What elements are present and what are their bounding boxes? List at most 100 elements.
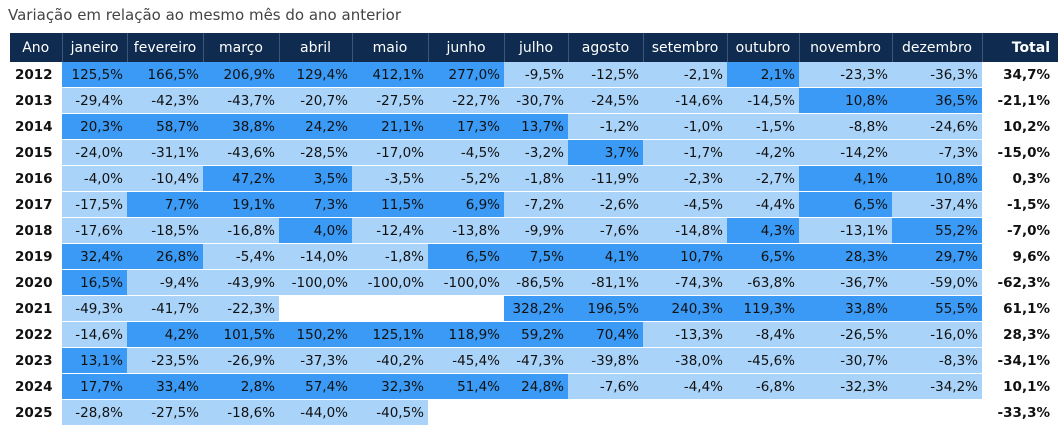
table-row: 2025 -28,8% -27,5% -18,6% -44,0% -40,5% -33,3% [10, 399, 1058, 426]
value-cell [428, 399, 504, 426]
value-cell: 3,7% [568, 139, 643, 166]
value-cell: 28,3% [799, 243, 892, 270]
value-cell: 118,9% [428, 321, 504, 348]
column-header-month[interactable]: julho [504, 33, 569, 62]
year-cell: 2017 [10, 191, 62, 218]
value-cell: -8,3% [892, 347, 982, 374]
column-header-month[interactable]: outubro [727, 33, 800, 62]
value-cell: 36,5% [892, 87, 982, 114]
value-cell: -63,8% [727, 269, 799, 296]
value-cell: 16,5% [62, 269, 127, 296]
column-header-month[interactable]: fevereiro [127, 33, 204, 62]
total-cell: -1,5% [982, 191, 1058, 218]
value-cell: -45,4% [428, 347, 504, 374]
value-cell: -14,5% [727, 87, 799, 114]
value-cell: -37,3% [279, 347, 352, 374]
value-cell: 19,1% [203, 191, 279, 218]
value-cell: 20,3% [62, 113, 127, 140]
value-cell: -10,4% [127, 165, 203, 192]
table-row: 2024 17,7% 33,4% 2,8% 57,4% 32,3% 51,4% 24,8% -7… [10, 373, 1058, 400]
value-cell: 6,5% [799, 191, 892, 218]
total-cell: -62,3% [982, 269, 1058, 296]
year-cell: 2016 [10, 165, 62, 192]
value-cell: -29,4% [62, 87, 127, 114]
column-header-month[interactable]: setembro [643, 33, 728, 62]
value-cell [892, 399, 982, 426]
year-cell: 2020 [10, 269, 62, 296]
value-cell: -34,2% [892, 373, 982, 400]
value-cell: -2,3% [643, 165, 727, 192]
value-cell: 119,3% [727, 295, 799, 322]
value-cell: 57,4% [279, 373, 352, 400]
value-cell [727, 399, 799, 426]
total-cell: 0,3% [982, 165, 1058, 192]
value-cell: 7,3% [279, 191, 352, 218]
value-cell: -5,2% [428, 165, 504, 192]
value-cell: -43,9% [203, 269, 279, 296]
value-cell: 55,2% [892, 217, 982, 244]
table-row: 2020 16,5% -9,4% -43,9% -100,0% -100,0% -100,0… [10, 269, 1058, 296]
value-cell: 4,1% [568, 243, 643, 270]
value-cell: -24,5% [568, 87, 643, 114]
column-header-month[interactable]: novembro [799, 33, 893, 62]
column-header-month[interactable]: dezembro [892, 33, 983, 62]
value-cell: 13,7% [504, 113, 568, 140]
table-row: 2016 -4,0% -10,4% 47,2% 3,5% -3,5% -5,2% -1,8% -… [10, 165, 1058, 192]
table-row: 2012 125,5% 166,5% 206,9% 129,4% 412,1% 277,0%… [10, 62, 1058, 88]
value-cell: 38,8% [203, 113, 279, 140]
value-cell: -26,9% [203, 347, 279, 374]
value-cell: -7,6% [568, 217, 643, 244]
value-cell: -100,0% [352, 269, 428, 296]
value-cell: 328,2% [504, 295, 568, 322]
total-cell: 10,2% [982, 113, 1058, 140]
column-header-month[interactable]: maio [352, 33, 429, 62]
value-cell: 125,5% [62, 62, 127, 88]
value-cell [799, 399, 892, 426]
value-cell: -13,3% [643, 321, 727, 348]
header-row: Ano janeiro fevereiro março abril maio junho ju… [10, 33, 1058, 62]
value-cell: -1,5% [727, 113, 799, 140]
value-cell: -32,3% [799, 373, 892, 400]
value-cell: -12,5% [568, 62, 643, 88]
table-body: 2012 125,5% 166,5% 206,9% 129,4% 412,1% 277,0%… [10, 62, 1058, 426]
column-header-month[interactable]: junho [428, 33, 505, 62]
value-cell: -11,9% [568, 165, 643, 192]
value-cell: 55,5% [892, 295, 982, 322]
value-cell: -18,6% [203, 399, 279, 426]
value-cell: -7,6% [568, 373, 643, 400]
column-header-month[interactable]: abril [279, 33, 353, 62]
value-cell: -37,4% [892, 191, 982, 218]
column-header-month[interactable]: janeiro [62, 33, 128, 62]
year-cell: 2013 [10, 87, 62, 114]
table-row: 2023 13,1% -23,5% -26,9% -37,3% -40,2% -45,4% -… [10, 347, 1058, 374]
value-cell: -36,3% [892, 62, 982, 88]
value-cell: -38,0% [643, 347, 727, 374]
total-cell: 10,1% [982, 373, 1058, 400]
year-cell: 2019 [10, 243, 62, 270]
value-cell: -4,5% [643, 191, 727, 218]
value-cell: 196,5% [568, 295, 643, 322]
value-cell: -1,2% [568, 113, 643, 140]
value-cell: -47,3% [504, 347, 568, 374]
value-cell [568, 399, 643, 426]
column-header-month[interactable]: agosto [568, 33, 644, 62]
value-cell: -4,2% [727, 139, 799, 166]
value-cell: -14,8% [643, 217, 727, 244]
value-cell: 277,0% [428, 62, 504, 88]
value-cell: -23,5% [127, 347, 203, 374]
yoy-variation-table: Ano janeiro fevereiro março abril maio junho ju… [10, 33, 1058, 426]
value-cell: -14,0% [279, 243, 352, 270]
value-cell [279, 295, 352, 322]
value-cell: -86,5% [504, 269, 568, 296]
total-cell: -21,1% [982, 87, 1058, 114]
value-cell: -42,3% [127, 87, 203, 114]
column-header-total[interactable]: Total [982, 33, 1058, 62]
value-cell: 17,7% [62, 373, 127, 400]
column-header-year[interactable]: Ano [10, 33, 63, 62]
column-header-month[interactable]: março [203, 33, 280, 62]
value-cell: -74,3% [643, 269, 727, 296]
value-cell: 24,8% [504, 373, 568, 400]
year-cell: 2018 [10, 217, 62, 244]
year-cell: 2015 [10, 139, 62, 166]
total-cell: -34,1% [982, 347, 1058, 374]
